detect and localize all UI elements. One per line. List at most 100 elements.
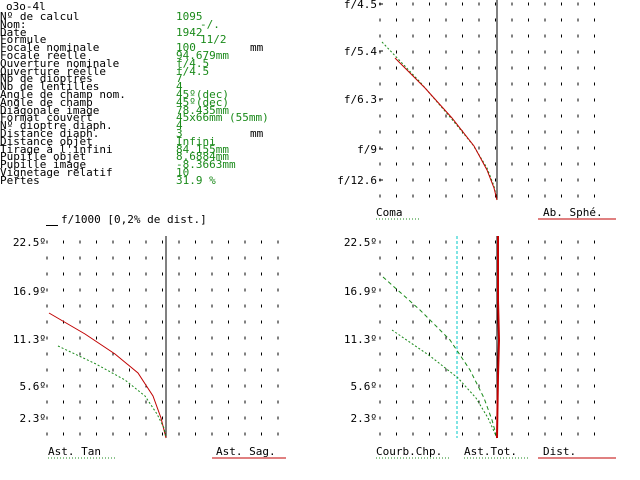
spec-value: 31.9 % [176,173,216,187]
legend-ast-sag: Ast. Sag. [216,445,276,458]
spec-row: Nº de calcul 1095 [0,10,300,23]
spec-value: 3 [176,126,183,140]
spec-value: 45º(dec) [176,95,229,109]
spec-label: Distance diaph. [0,126,100,140]
spec-value: 78.435mm [176,103,229,117]
spec-label: Focale nominale [0,41,100,55]
spec-unit: mm [250,41,264,55]
astigmatism-y-label: 11.3º [13,333,46,346]
spec-value: 84.155mm [176,142,229,156]
coma-curve [381,41,498,201]
spec-label: Format couvert [0,111,93,125]
spec-value: Infini [176,134,216,148]
spec-row: Pertes 31.9 % [0,173,300,187]
legend-ab-sphe: Ab. Sphé. [543,206,603,219]
spec-row: Pupille objet 8.6884mm [0,150,300,164]
aberration-y-label: f/5.4 [344,45,377,58]
spec-row: Tirage à l'infini 84.155mm [0,142,300,156]
spec-label: Ouverture réelle [0,64,106,78]
spec-label: Angle de champ [0,95,93,109]
field-curve-y-label: 16.9º [344,285,377,298]
spec-row: Distance diaph. 3 mm [0,126,300,140]
spec-label: Pupille image [0,158,87,172]
spec-row: Nom: -/. [0,17,300,31]
legend-ast-sag-label: Ast. Sag. [216,445,276,458]
spec-value: f/4.5 [176,64,210,78]
spec-row: Pupille image -8.3663mm [0,158,300,172]
spec-label: Pertes [0,173,40,187]
spec-row: Nb de lentilles 4 [0,80,300,94]
header-text: f/1000 [0,2% de dist.] [61,213,207,226]
field-curve-y-label: 22.5º [344,236,377,249]
spec-row: Ouverture réelle f/4.5 [0,64,300,78]
sagittal-curve [57,345,167,439]
spec-value: 10 [176,165,190,179]
spec-unit: mm [250,126,264,140]
spec-value: 4 [176,119,183,133]
spec-value: 4 [176,80,183,94]
legend-coma: Coma [376,206,403,219]
tangential-curve [48,312,167,439]
astigmatism-y-label: 22.5º [13,236,46,249]
spec-value: 1095 [176,10,203,23]
distortion-header: f/1000 [0,2% de dist.] [46,213,207,226]
spec-value: -/. [200,17,220,31]
distortion-curve [496,236,501,439]
aberration-y-label: f/6.3 [344,93,377,106]
spec-label: Tirage à l'infini [0,142,113,156]
spec-label: Nb de lentilles [0,80,100,94]
spherical-curve [394,57,498,201]
legend-courb-chp-label: Courb.Chp. [376,445,443,458]
aberration-y-label: f/12.6 [337,174,377,187]
spec-value: 11/2 [200,33,227,47]
total-astigmatism-curve [391,329,498,439]
spec-value: -8.3663mm [176,158,236,172]
spec-label: Focale réelle [0,48,87,62]
spec-row: Vignetage relatif 10 [0,165,300,179]
spec-value: 100 [176,41,196,55]
spec-row: Diagonale image 78.435mm [0,103,300,117]
spec-label: Nº dioptre diaph. [0,119,113,133]
astigmatism-y-label: 2.3º [20,412,47,425]
legend-coma-label: Coma [376,206,403,219]
spec-row: Distance objet Infini [0,134,300,148]
field-curve-y-label: 5.6º [351,380,378,393]
spec-value: 45º(dec) [176,87,229,101]
spec-label: Distance objet [0,134,93,148]
spec-value: 7 [176,72,183,86]
spec-row: Nb de dioptres 7 [0,72,300,86]
spec-value: f/4.5 [176,56,210,70]
astigmatism-y-label: 16.9º [13,285,46,298]
legend-ast-tot-label: Ast.Tot. [464,445,517,458]
spec-row: Angle de champ 45º(dec) [0,95,300,109]
window-title: o3o-4l [6,0,46,13]
spec-label: Nb de dioptres [0,72,93,86]
field-curvature-curve [382,276,498,439]
spec-row: Focale nominale 100 mm [0,41,300,55]
spec-label: Angle de champ nom. [0,87,126,101]
spec-label: Vignetage relatif [0,165,113,179]
spec-row: Date 1942 [0,25,300,39]
spec-label: Formule [0,33,47,47]
legend-courb-chp: Courb.Chp. [376,445,442,458]
spec-label: Diagonale image [0,103,100,117]
spec-value: 1942 [176,25,203,39]
legend-dist: Dist. [543,445,576,458]
spec-list: Nº de calcul 1095 Nom: -/. Date 1942 Formule 11… [0,10,300,187]
spec-value: 94.679mm [176,48,229,62]
spec-row: Format couvert 45x66mm (55mm) [0,111,300,125]
spec-label: Ouverture nominale [0,56,120,70]
aberration-y-label: f/4.5 [344,0,377,11]
spec-label: Date [0,25,27,39]
field-curve-y-label: 2.3º [351,412,378,425]
spec-row: Nº dioptre diaph. 4 [0,119,300,133]
legend-ast-tan-label: Ast. Tan [48,445,101,458]
spec-row: Ouverture nominale f/4.5 [0,56,300,70]
spec-label: Pupille objet [0,150,87,164]
spec-row: Angle de champ nom. 45º(dec) [0,87,300,101]
spec-row: Focale réelle 94.679mm [0,48,300,62]
legend-ab-sphe-label: Ab. Sphé. [543,206,603,219]
spec-label: Nom: [0,17,27,31]
spec-row: Formule 11/2 [0,33,300,47]
